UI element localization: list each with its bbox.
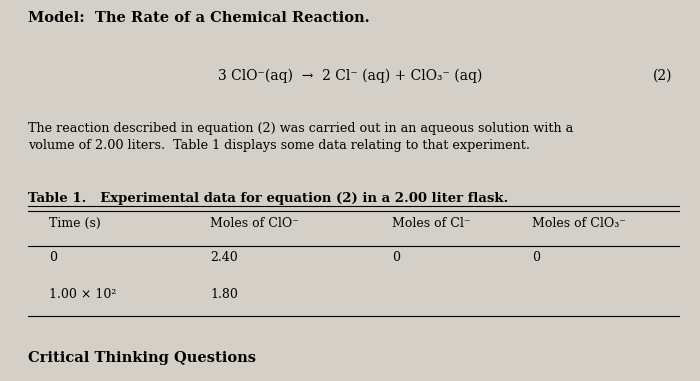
Text: Time (s): Time (s) <box>49 217 101 230</box>
Text: Model:  The Rate of a Chemical Reaction.: Model: The Rate of a Chemical Reaction. <box>28 11 370 26</box>
Text: 1.80: 1.80 <box>210 288 238 301</box>
Text: (2): (2) <box>652 69 672 83</box>
Text: The reaction described in equation (2) was carried out in an aqueous solution wi: The reaction described in equation (2) w… <box>28 122 573 152</box>
Text: Moles of ClO⁻: Moles of ClO⁻ <box>210 217 299 230</box>
Text: 2.40: 2.40 <box>210 251 238 264</box>
Text: 0: 0 <box>49 251 57 264</box>
Text: 0: 0 <box>392 251 400 264</box>
Text: Critical Thinking Questions: Critical Thinking Questions <box>28 351 256 365</box>
Text: Moles of ClO₃⁻: Moles of ClO₃⁻ <box>532 217 626 230</box>
Text: 1.00 × 10²: 1.00 × 10² <box>49 288 116 301</box>
Text: Moles of Cl⁻: Moles of Cl⁻ <box>392 217 470 230</box>
Text: 3 ClO⁻(aq)  →  2 Cl⁻ (aq) + ClO₃⁻ (aq): 3 ClO⁻(aq) → 2 Cl⁻ (aq) + ClO₃⁻ (aq) <box>218 69 482 83</box>
Text: 0: 0 <box>532 251 540 264</box>
Text: Table 1.   Experimental data for equation (2) in a 2.00 liter flask.: Table 1. Experimental data for equation … <box>28 192 508 205</box>
